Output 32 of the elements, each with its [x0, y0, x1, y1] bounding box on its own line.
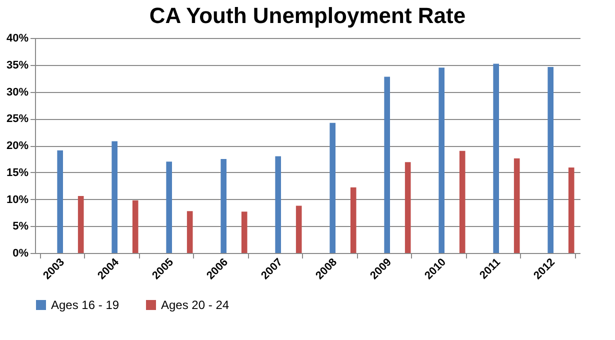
bar	[78, 196, 84, 253]
y-tick-label: 40%	[6, 32, 29, 44]
bar	[57, 150, 63, 253]
bar	[241, 212, 248, 253]
bar	[186, 211, 193, 253]
y-tick-label: 15%	[6, 166, 29, 179]
y-tick-label: 10%	[6, 194, 29, 206]
bar	[459, 150, 466, 253]
bar	[330, 122, 336, 253]
bar	[166, 162, 172, 253]
legend-label: Ages 20 - 24	[161, 298, 230, 312]
bar	[568, 168, 574, 253]
bar	[438, 68, 444, 253]
y-tick-label: 35%	[6, 59, 29, 72]
bar	[112, 141, 118, 253]
bar	[548, 67, 554, 253]
bar	[275, 156, 281, 253]
legend-label: Ages 16 - 19	[51, 298, 120, 312]
y-tick-label: 30%	[6, 86, 29, 98]
y-tick-label: 25%	[6, 113, 29, 126]
y-tick-label: 0%	[12, 248, 29, 260]
y-tick-label: 5%	[12, 220, 29, 233]
bar	[514, 158, 520, 253]
bar	[384, 76, 390, 253]
bar	[296, 206, 302, 253]
bar	[404, 162, 411, 253]
bar	[220, 158, 226, 253]
chart-title: CA Youth Unemployment Rate	[149, 3, 466, 28]
bar	[350, 187, 356, 253]
y-tick-label: 20%	[6, 140, 29, 152]
bar	[493, 64, 499, 253]
bar	[132, 200, 138, 253]
